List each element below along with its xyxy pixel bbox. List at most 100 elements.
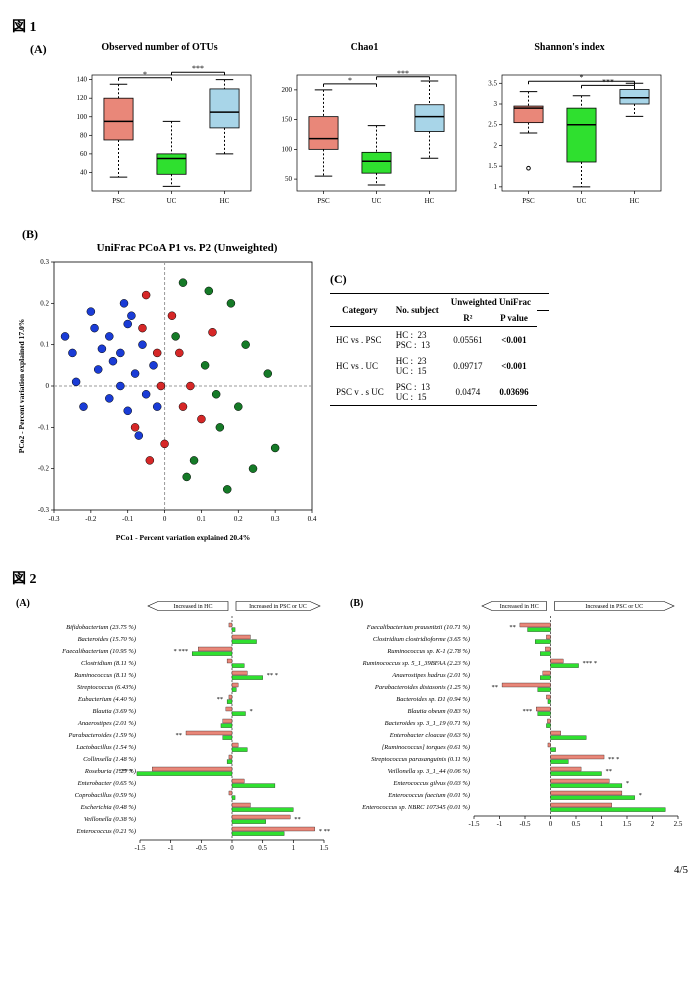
- svg-text:0.3: 0.3: [271, 515, 280, 523]
- svg-text:0: 0: [163, 515, 167, 523]
- svg-text:*: *: [580, 73, 584, 82]
- svg-text:Increased in PSC or UC: Increased in PSC or UC: [585, 604, 643, 610]
- svg-text:Clostridium (8.11 %): Clostridium (8.11 %): [81, 660, 136, 667]
- svg-text:1: 1: [292, 844, 296, 852]
- svg-text:**: **: [509, 624, 516, 631]
- svg-text:0.2: 0.2: [40, 299, 49, 307]
- svg-text:Enterobacter cloacae (0.63 %): Enterobacter cloacae (0.63 %): [389, 732, 470, 739]
- fig1b-scatter-wrap: UniFrac PCoA P1 vs. P2 (Unweighted) -0.3…: [12, 242, 322, 544]
- svg-text:120: 120: [77, 94, 88, 102]
- svg-text:-0.2: -0.2: [38, 465, 50, 473]
- svg-text:-1: -1: [168, 844, 174, 852]
- svg-text:0.3: 0.3: [40, 258, 49, 266]
- page-number: 4/5: [12, 864, 688, 876]
- svg-text:-0.3: -0.3: [48, 515, 60, 523]
- svg-text:Blautia (3.69 %): Blautia (3.69 %): [92, 708, 136, 715]
- svg-text:1: 1: [494, 183, 498, 191]
- svg-text:Faecalibacterium (10.95 %): Faecalibacterium (10.95 %): [61, 648, 136, 655]
- svg-text:Eubacterium (4.40 %): Eubacterium (4.40 %): [77, 696, 136, 703]
- svg-text:**: **: [217, 696, 224, 703]
- fig1-label: 図 1: [12, 16, 688, 36]
- svg-text:Streptococcus parasanguinis (0: Streptococcus parasanguinis (0.11 %): [371, 756, 470, 763]
- svg-text:HC: HC: [220, 197, 230, 205]
- svg-text:Bacteroides (15.70 %): Bacteroides (15.70 %): [78, 636, 136, 643]
- svg-text:HC: HC: [425, 197, 435, 205]
- svg-text:Veillonella (0.38 %): Veillonella (0.38 %): [84, 816, 136, 823]
- svg-text:Anaerostipes hadrus (2.01 %): Anaerostipes hadrus (2.01 %): [391, 672, 470, 679]
- svg-text:1.5: 1.5: [320, 844, 329, 852]
- svg-text:Enterococcus gilvus (0.03 %): Enterococcus gilvus (0.03 %): [392, 780, 470, 787]
- svg-text:Collinsella (1.48 %): Collinsella (1.48 %): [83, 756, 136, 763]
- svg-text:0: 0: [230, 844, 234, 852]
- svg-text:140: 140: [77, 76, 88, 84]
- svg-text:Enterococcus faecium (0.01 %): Enterococcus faecium (0.01 %): [387, 792, 470, 799]
- svg-text:-0.1: -0.1: [122, 515, 134, 523]
- svg-text:HC: HC: [630, 197, 640, 205]
- svg-text:*** *: *** *: [583, 660, 598, 667]
- svg-text:UC: UC: [167, 197, 177, 205]
- svg-text:**: **: [606, 768, 613, 775]
- svg-text:(A): (A): [16, 598, 30, 609]
- svg-text:Bifidobacterium (23.75 %): Bifidobacterium (23.75 %): [66, 624, 136, 631]
- svg-text:0: 0: [46, 382, 50, 390]
- svg-text:100: 100: [282, 145, 293, 153]
- svg-text:Lactobacillus (1.54 %): Lactobacillus (1.54 %): [75, 744, 136, 751]
- svg-text:PCo2 - Percent variation expla: PCo2 - Percent variation explained 17.0%: [17, 319, 26, 453]
- svg-text:-1.5: -1.5: [468, 820, 480, 828]
- svg-text:Ruminococcus sp. K-1 (2.78 %): Ruminococcus sp. K-1 (2.78 %): [386, 648, 470, 655]
- svg-text:1.5: 1.5: [488, 162, 497, 170]
- svg-text:PCo1 - Percent variation expla: PCo1 - Percent variation explained 20.4%: [116, 533, 250, 542]
- svg-text:Parabacteroides (1.59 %): Parabacteroides (1.59 %): [68, 732, 136, 739]
- svg-text:2: 2: [651, 820, 655, 828]
- svg-text:**: **: [176, 732, 183, 739]
- svg-text:-1: -1: [497, 820, 503, 828]
- svg-text:Parabacteroides distasonis (1.: Parabacteroides distasonis (1.25 %): [374, 684, 470, 691]
- svg-text:** *: ** *: [267, 672, 278, 679]
- svg-text:** *: ** *: [608, 756, 619, 763]
- svg-text:0.1: 0.1: [197, 515, 206, 523]
- fig1c-letter: (C): [330, 272, 549, 287]
- fig2b-chart: (B)Increased in HCIncreased in PSC or UC…: [346, 594, 686, 832]
- svg-text:150: 150: [282, 116, 293, 124]
- svg-text:200: 200: [282, 86, 293, 94]
- fig2a-chart: (A)Increased in HCIncreased in PSC or UC…: [12, 594, 332, 856]
- svg-text:Escherichia (0.48 %): Escherichia (0.48 %): [80, 804, 136, 811]
- svg-text:Ruminococcus (8.11 %): Ruminococcus (8.11 %): [73, 672, 136, 679]
- svg-text:* **: * **: [319, 828, 330, 835]
- svg-text:Increased in HC: Increased in HC: [500, 604, 539, 610]
- svg-text:40: 40: [80, 168, 88, 176]
- svg-text:*: *: [348, 76, 352, 85]
- svg-text:-0.5: -0.5: [519, 820, 531, 828]
- svg-text:0.2: 0.2: [234, 515, 243, 523]
- svg-text:0.1: 0.1: [40, 341, 49, 349]
- svg-text:[Ruminococcus] torques (0.61 %: [Ruminococcus] torques (0.61 %): [382, 744, 470, 751]
- svg-text:**: **: [294, 816, 301, 823]
- svg-text:Blautia obeum (0.83 %): Blautia obeum (0.83 %): [408, 708, 470, 715]
- svg-text:-0.1: -0.1: [38, 423, 50, 431]
- svg-text:-0.5: -0.5: [196, 844, 208, 852]
- svg-text:Bacteroides sp. D1 (0.94 %): Bacteroides sp. D1 (0.94 %): [396, 696, 470, 703]
- pcoa-plot: -0.3-0.2-0.100.10.20.30.4-0.3-0.2-0.100.…: [12, 254, 322, 544]
- svg-text:Anaerostipes (2.01 %): Anaerostipes (2.01 %): [77, 720, 136, 727]
- svg-text:-0.2: -0.2: [85, 515, 97, 523]
- fig1a-boxplots: Observed number of OTUs406080100120140PS…: [62, 42, 667, 213]
- svg-text:*** *: *** *: [118, 768, 133, 775]
- fig1a-letter: (A): [30, 42, 56, 57]
- svg-text:0: 0: [549, 820, 553, 828]
- svg-text:*: *: [639, 792, 642, 799]
- svg-text:0.5: 0.5: [572, 820, 581, 828]
- svg-text:1.5: 1.5: [623, 820, 632, 828]
- svg-text:* ***: * ***: [174, 648, 189, 655]
- svg-text:Clostridium clostridioforme (3: Clostridium clostridioforme (3.65 %): [373, 636, 470, 643]
- svg-text:2: 2: [494, 141, 498, 149]
- fig1b-title: UniFrac PCoA P1 vs. P2 (Unweighted): [52, 242, 322, 254]
- svg-text:Faecalibacterium prausnitzii (: Faecalibacterium prausnitzii (10.71 %): [366, 624, 470, 631]
- fig1b-letter: (B): [22, 227, 688, 242]
- svg-text:3: 3: [494, 100, 498, 108]
- svg-text:Enterococcus (0.21 %): Enterococcus (0.21 %): [75, 828, 136, 835]
- svg-text:*: *: [143, 70, 147, 79]
- svg-text:Enterobacter (0.65 %): Enterobacter (0.65 %): [77, 780, 136, 787]
- svg-text:***: ***: [397, 69, 409, 78]
- svg-text:80: 80: [80, 131, 88, 139]
- svg-text:0.5: 0.5: [258, 844, 267, 852]
